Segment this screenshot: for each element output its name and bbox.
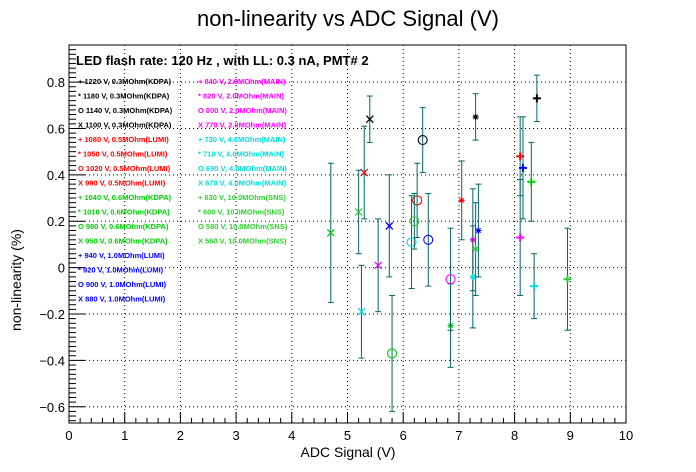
y-tick-label: −0.2 (39, 307, 65, 322)
legend-entry: + 630 V, 10.0MOhm(SNS) (198, 193, 286, 202)
data-point (532, 94, 541, 103)
legend-entry: X 560 V, 10.0MOhm(SNS) (198, 237, 287, 246)
x-tick-label: 9 (567, 428, 574, 443)
y-tick-label: −0.4 (39, 353, 65, 368)
legend-entry: + 1220 V, 0.3MOhm(KDPA) (78, 77, 172, 86)
data-point-shape (445, 274, 456, 285)
y-tick-label: −0.6 (39, 400, 65, 415)
data-point-d2 (374, 261, 383, 270)
legend-entry: * 1050 V, 0.5MOhm(LUMI) (78, 150, 168, 159)
data-point (360, 168, 369, 177)
y-axis-label: non-linearity (%) (8, 229, 24, 331)
data-point (374, 261, 383, 270)
legend-entry: X 670 V, 4.0MOhm(MAIN) (198, 179, 287, 188)
legend-entry: * 600 V, 10.0MOhm(SNS) (198, 208, 285, 217)
plot-area: 0 1 2 3 4 5 6 7 8 9 10 −0.6 −0.4 −0.2 0 0.2 0.4 0.6 0.8 (39, 44, 633, 443)
data-point-shape (409, 216, 420, 227)
chart-title: non-linearity vs ADC Signal (V) (197, 6, 499, 31)
data-point (563, 275, 572, 284)
data-point (365, 115, 374, 124)
legend-entry: * 710 V, 4.0MOhm(MAIN) (198, 150, 284, 159)
legend: + 1220 V, 0.3MOhm(KDPA) * 1180 V, 0.3MOhm… (78, 77, 288, 304)
y-tick-label: 0.6 (47, 121, 65, 136)
y-tick-label: 0 (58, 261, 65, 276)
data-point (409, 216, 420, 227)
x-tick-label: 8 (511, 428, 518, 443)
legend-entry: * 1010 V, 0.6MOhm(KDPA) (78, 208, 170, 217)
data-point (472, 246, 479, 253)
data-point (527, 177, 536, 186)
x-tick-label: 6 (400, 428, 407, 443)
data-point-shape (412, 195, 423, 206)
legend-entry: + 1040 V, 0.6MOhm(KDPA) (78, 193, 172, 202)
data-point (412, 195, 423, 206)
data-point-d2 (473, 114, 479, 120)
data-point-d2 (459, 197, 465, 203)
data-point (406, 237, 417, 248)
data-point (385, 221, 394, 230)
legend-entry: * 1180 V, 0.3MOhm(KDPA) (78, 92, 170, 101)
data-point (530, 282, 539, 291)
x-tick-label: 3 (232, 428, 239, 443)
data-point-d2 (385, 221, 394, 230)
legend-entry: O 1020 V, 0.5MOhm(LUMI) (78, 164, 171, 173)
data-point-shape (387, 348, 398, 359)
data-point-d2 (473, 246, 479, 252)
legend-entry: * 920 V, 1.0MOhm(LUMI) (78, 266, 164, 275)
x-tick-label: 5 (344, 428, 351, 443)
data-point-d2 (357, 307, 366, 316)
legend-entry: O 900 V, 1.0MOhm(LUMI) (78, 280, 167, 289)
data-point (458, 197, 465, 204)
data-point (423, 234, 434, 245)
legend-entry: X 950 V, 0.6MOhm(KDPA) (78, 237, 168, 246)
legend-entry: X 990 V, 0.5MOhm(LUMI) (78, 179, 166, 188)
data-point (357, 307, 366, 316)
data-point (445, 274, 456, 285)
x-axis-label: ADC Signal (V) (301, 444, 396, 460)
legend-entry: + 840 V, 2.0MOhm(MAIN) (198, 77, 286, 86)
data-point-d2 (470, 274, 476, 280)
legend-entry: + 940 V, 1.0MOhm(LUMI) (78, 251, 165, 260)
data-point-d2 (326, 228, 335, 237)
data-point-d2 (360, 168, 369, 177)
data-point (326, 228, 335, 237)
y-tick-label: 0.8 (47, 75, 65, 90)
legend-entry: O 690 V, 4.0MOhm(MAIN) (198, 164, 287, 173)
x-tick-label: 4 (288, 428, 295, 443)
legend-entry: O 1140 V, 0.3MOhm(KDPA) (78, 106, 173, 115)
legend-entry: O 980 V, 0.6MOhm(KDPA) (78, 222, 169, 231)
legend-entry: X 770 V, 2.0MOhm(MAIN) (198, 121, 287, 130)
x-tick-label: 2 (177, 428, 184, 443)
legend-entry: * 820 V, 2.0MOhm(MAIN) (198, 92, 284, 101)
data-point (354, 208, 363, 216)
data-point-d2 (475, 227, 481, 234)
y-tick-label: 0.4 (47, 168, 65, 183)
data-point (417, 135, 428, 146)
x-tick-label: 0 (65, 428, 72, 443)
data-point-d2 (365, 115, 374, 124)
data-point-shape (423, 234, 434, 245)
data-point-shape (406, 237, 417, 248)
data-point-shape (417, 135, 428, 146)
chart-subtitle: LED flash rate: 120 Hz , with LL: 0.3 nA… (76, 53, 369, 68)
x-tick-label: 7 (455, 428, 462, 443)
legend-entry: O 800 V, 2.0MOhm(MAIN) (198, 106, 287, 115)
legend-entry: O 580 V, 10.0MOhm(SNS) (198, 222, 288, 231)
data-point (469, 273, 476, 280)
legend-entry: + 1080 V, 0.5MOhm(LUMI) (78, 135, 169, 144)
data-point (475, 227, 482, 234)
x-tick-label: 10 (619, 428, 633, 443)
data-point (387, 348, 398, 359)
data-point (516, 233, 525, 242)
data-point (472, 113, 479, 120)
data-point-d2 (354, 208, 363, 216)
data-point (518, 163, 527, 172)
legend-entry: + 730 V, 4.0MOhm(MAIN) (198, 135, 286, 144)
x-tick-label: 1 (121, 428, 128, 443)
y-tick-label: 0.2 (47, 214, 65, 229)
legend-entry: X 1100 V, 0.3MOhm(KDPA) (78, 121, 172, 130)
legend-entry: X 880 V, 1.0MOhm(LUMI) (78, 295, 166, 304)
